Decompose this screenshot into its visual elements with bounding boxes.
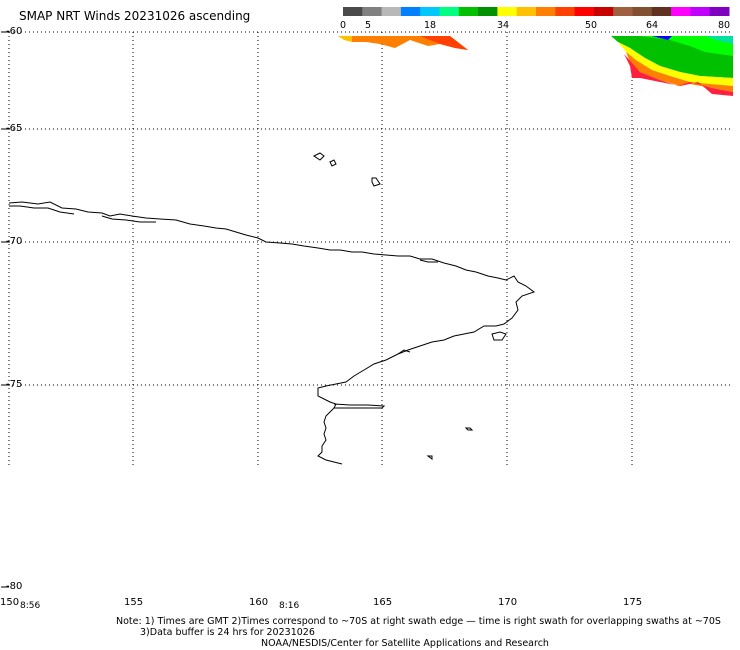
colorbar-label-50: 50 <box>585 20 598 31</box>
colorbar-segment <box>420 7 440 16</box>
colorbar-segment <box>516 7 537 16</box>
colorbar-segment <box>613 7 633 16</box>
colorbar-label-34: 34 <box>497 20 510 31</box>
colorbar-segment <box>632 7 653 16</box>
colorbar-segment <box>651 7 672 16</box>
colorbar-label-80: 80 <box>718 20 731 31</box>
lon-label-175: 175 <box>623 597 643 608</box>
lat-label--70: -70 <box>6 236 23 247</box>
colorbar-label-64: 64 <box>646 20 659 31</box>
colorbar-segment <box>497 7 518 16</box>
colorbar-segment <box>593 7 614 16</box>
lon-label-170: 170 <box>498 597 518 608</box>
colorbar-segment <box>362 7 383 16</box>
lat-label--60: -60 <box>6 26 23 37</box>
colorbar-label-18: 18 <box>424 20 437 31</box>
lat-label--65: -65 <box>6 123 23 134</box>
colorbar-segment <box>343 7 363 16</box>
colorbar-label-0: 0 <box>340 20 347 31</box>
colorbar-segment <box>381 7 402 16</box>
lon-label-165: 165 <box>373 597 393 608</box>
lon-label-160: 160 <box>249 597 269 608</box>
wind-swath-right <box>611 36 733 96</box>
swath-time-left: 8:56 <box>20 601 41 611</box>
colorbar-segment <box>400 7 421 16</box>
colorbar-segment <box>671 7 691 16</box>
graticule <box>8 31 733 465</box>
credit-line: NOAA/NESDIS/Center for Satellite Applica… <box>261 638 549 649</box>
colorbar-segment <box>478 7 498 16</box>
axis-ticks <box>1 31 9 588</box>
colorbar-segment <box>555 7 576 16</box>
lat-label--80: -80 <box>6 581 23 592</box>
colorbar-segment <box>439 7 460 16</box>
coastline <box>8 152 536 465</box>
lat-label--75: -75 <box>6 379 23 390</box>
colorbar <box>343 7 730 16</box>
lon-label-155: 155 <box>124 597 144 608</box>
footnote-line-2: 3)Data buffer is 24 hrs for 20231026 <box>140 627 315 638</box>
colorbar-segment <box>536 7 556 16</box>
map-title: SMAP NRT Winds 20231026 ascending <box>19 9 251 23</box>
footnote: Note: 1) Times are GMT 2)Times correspon… <box>116 616 721 638</box>
swath-time-center: 8:16 <box>279 601 300 611</box>
colorbar-segment <box>709 7 730 16</box>
colorbar-segment <box>458 7 479 16</box>
colorbar-segment <box>690 7 711 16</box>
footnote-line-1: Note: 1) Times are GMT 2)Times correspon… <box>116 616 721 627</box>
colorbar-segment <box>574 7 595 16</box>
colorbar-label-5: 5 <box>365 20 372 31</box>
lon-label-150: 150 <box>0 597 20 608</box>
wind-swath-left <box>338 36 468 50</box>
